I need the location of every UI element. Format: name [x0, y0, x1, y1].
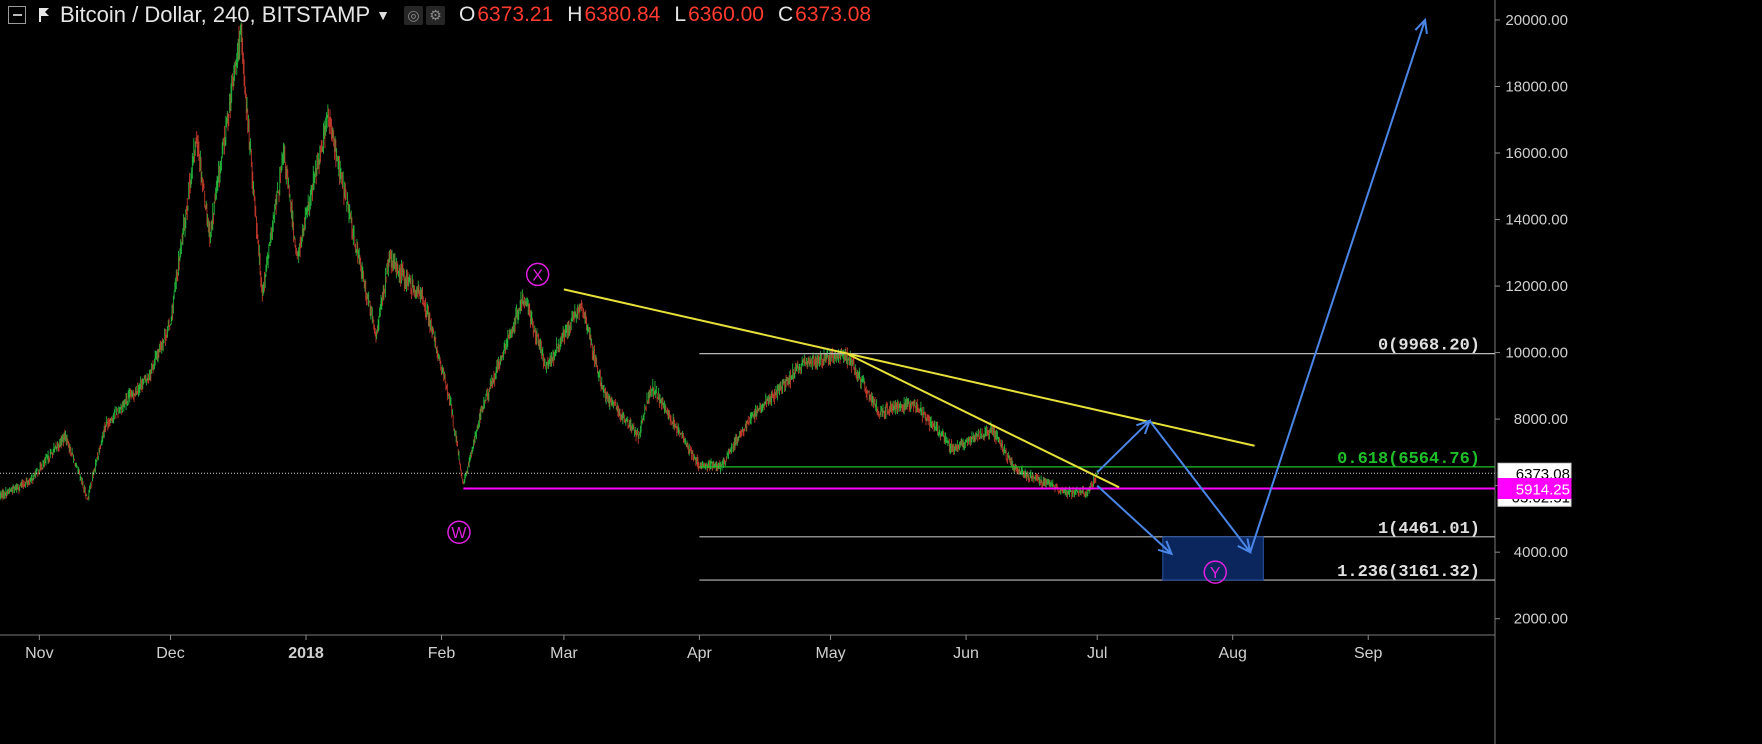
- x-tick-label: Feb: [428, 645, 456, 662]
- x-tick-label: Nov: [25, 645, 53, 662]
- price-tag-text: 5914.25: [1516, 481, 1570, 498]
- gear-icon[interactable]: ⚙: [426, 5, 446, 25]
- collapse-legend-button[interactable]: [8, 6, 26, 24]
- y-tick-label: 10000.00: [1505, 345, 1568, 362]
- projection-line: [1096, 484, 1173, 555]
- projection-arrow: [1096, 484, 1174, 556]
- wave-label-text: W: [451, 525, 467, 542]
- trendline: [563, 288, 1255, 447]
- y-tick-label: 8000.00: [1514, 411, 1568, 428]
- ohlc-high: H6380.84: [567, 3, 661, 26]
- projection-line: [1096, 420, 1151, 474]
- arrow-head: [1414, 17, 1428, 34]
- wave-label-circle: [525, 262, 550, 287]
- visibility-icon[interactable]: ◎: [404, 5, 424, 25]
- wave-label-text: X: [532, 267, 543, 284]
- fib-level-label: 1(4461.01): [1378, 520, 1480, 539]
- y-tick-label: 2000.00: [1514, 611, 1568, 628]
- y-tick-label: 4000.00: [1514, 544, 1568, 561]
- wave-label-w: W: [447, 520, 471, 544]
- target-zone-box: [1162, 536, 1264, 581]
- x-tick-label: Jul: [1087, 645, 1107, 662]
- ohlc-low: L6360.00: [674, 3, 764, 26]
- ohlc-open: O6373.21: [459, 3, 554, 26]
- x-tick-label: Mar: [550, 645, 578, 662]
- wave-label-circle: [447, 520, 471, 544]
- projection-arrow: [1249, 17, 1428, 553]
- trendline: [847, 353, 1120, 489]
- x-tick-label: Aug: [1218, 645, 1246, 662]
- fib-level-label: 1.236(3161.32): [1337, 563, 1480, 582]
- projection-arrow: [1096, 419, 1152, 474]
- x-tick-label: Jun: [953, 645, 979, 662]
- chart-header: Bitcoin / Dollar, 240, BITSTAMP ▼ ◎ ⚙ O6…: [0, 0, 871, 30]
- chevron-down-icon[interactable]: ▼: [376, 7, 391, 23]
- ohlc-values: O6373.21 H6380.84 L6360.00 C6373.08: [459, 3, 871, 27]
- wave-label-y: Y: [1203, 560, 1227, 584]
- projection-line: [1249, 19, 1427, 553]
- symbol-flag-icon: [39, 8, 49, 22]
- y-tick-label: 16000.00: [1505, 145, 1568, 162]
- projection-line: [1148, 420, 1251, 553]
- y-tick-label: 12000.00: [1505, 278, 1568, 295]
- wave-label-x: X: [525, 262, 550, 287]
- y-tick-label: 20000.00: [1505, 12, 1568, 29]
- symbol-title[interactable]: Bitcoin / Dollar, 240, BITSTAMP: [60, 2, 371, 27]
- ohlc-close: C6373.08: [777, 3, 872, 26]
- wave-label-circle: [1203, 560, 1227, 584]
- candles: [0, 22, 1098, 501]
- x-tick-label: Apr: [687, 645, 713, 662]
- x-tick-label: Sep: [1354, 645, 1383, 662]
- x-tick-label: 2018: [288, 645, 324, 662]
- fib-level-label: 0(9968.20): [1378, 337, 1480, 356]
- arrow-head: [1157, 540, 1174, 556]
- price-tag-support: 5914.25: [1497, 477, 1572, 499]
- wave-label-text: Y: [1210, 565, 1221, 582]
- y-tick-label: 18000.00: [1505, 78, 1568, 95]
- x-tick-label: May: [815, 645, 845, 662]
- x-tick-label: Dec: [156, 645, 184, 662]
- price-tag-bg: [1497, 477, 1572, 499]
- fib-level-label: 0.618(6564.76): [1337, 450, 1480, 469]
- y-tick-label: 14000.00: [1505, 212, 1568, 229]
